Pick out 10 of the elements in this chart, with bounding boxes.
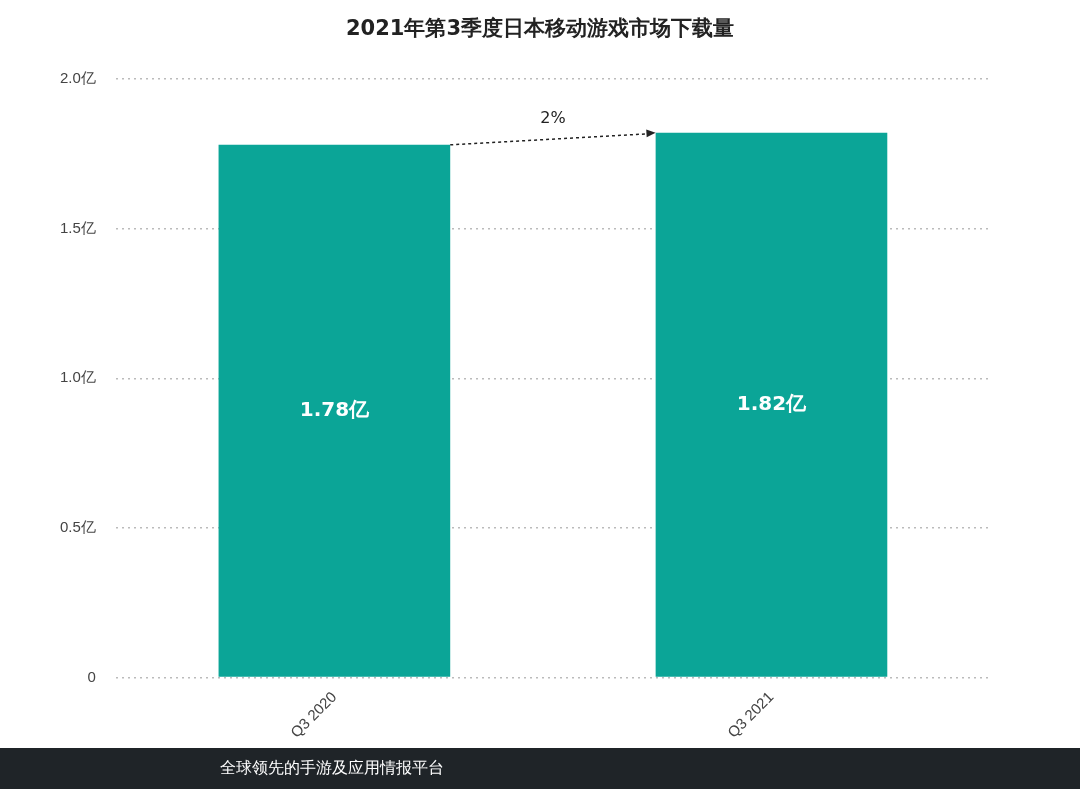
chart-title: 2021年第3季度日本移动游戏市场下载量 (344, 15, 736, 42)
y-tick-label: 2.0亿 (59, 69, 96, 87)
data-label: 1.82亿 (736, 391, 808, 416)
data-label: 1.78亿 (299, 397, 371, 422)
y-tick-label: 1.0亿 (59, 368, 96, 386)
y-tick-label: 0 (87, 667, 96, 685)
y-tick-label: 1.5亿 (59, 218, 96, 236)
text: 全球领先的手游及应用情报平台 (220, 758, 444, 779)
annotation: 2% (540, 108, 566, 128)
y-tick-label: 0.5亿 (59, 518, 96, 536)
